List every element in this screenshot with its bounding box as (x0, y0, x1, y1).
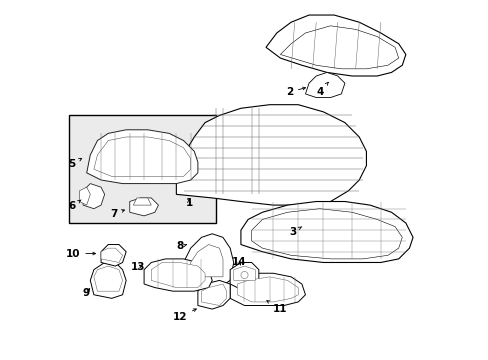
Polygon shape (86, 130, 198, 184)
Polygon shape (190, 244, 223, 277)
Polygon shape (280, 26, 398, 69)
Polygon shape (151, 262, 204, 288)
Text: 8: 8 (176, 241, 186, 251)
Polygon shape (101, 244, 126, 266)
Text: 4: 4 (315, 82, 327, 97)
Text: 12: 12 (172, 309, 196, 322)
Text: 9: 9 (82, 288, 89, 298)
Polygon shape (230, 262, 258, 288)
Polygon shape (237, 277, 298, 302)
Polygon shape (251, 209, 402, 259)
Text: 1: 1 (185, 198, 192, 208)
Polygon shape (90, 262, 126, 298)
Polygon shape (265, 15, 405, 76)
Polygon shape (83, 184, 104, 209)
Text: 14: 14 (231, 257, 246, 267)
Polygon shape (144, 259, 212, 291)
Text: 11: 11 (266, 301, 287, 314)
Polygon shape (233, 266, 255, 280)
Polygon shape (133, 198, 151, 205)
Polygon shape (94, 266, 122, 291)
Polygon shape (94, 137, 190, 176)
Polygon shape (183, 234, 233, 288)
Polygon shape (176, 105, 366, 205)
Polygon shape (129, 198, 158, 216)
Polygon shape (305, 72, 344, 98)
Text: 7: 7 (110, 209, 124, 219)
Text: 2: 2 (285, 87, 305, 97)
Polygon shape (80, 187, 90, 205)
Text: 5: 5 (68, 158, 81, 169)
Text: 13: 13 (130, 262, 144, 272)
Polygon shape (241, 202, 412, 262)
Text: 3: 3 (289, 227, 301, 237)
Polygon shape (230, 273, 305, 306)
Text: 6: 6 (69, 200, 81, 211)
FancyBboxPatch shape (69, 116, 215, 223)
Polygon shape (198, 280, 230, 309)
Polygon shape (201, 284, 226, 306)
Text: 10: 10 (65, 248, 95, 258)
Polygon shape (101, 248, 122, 262)
